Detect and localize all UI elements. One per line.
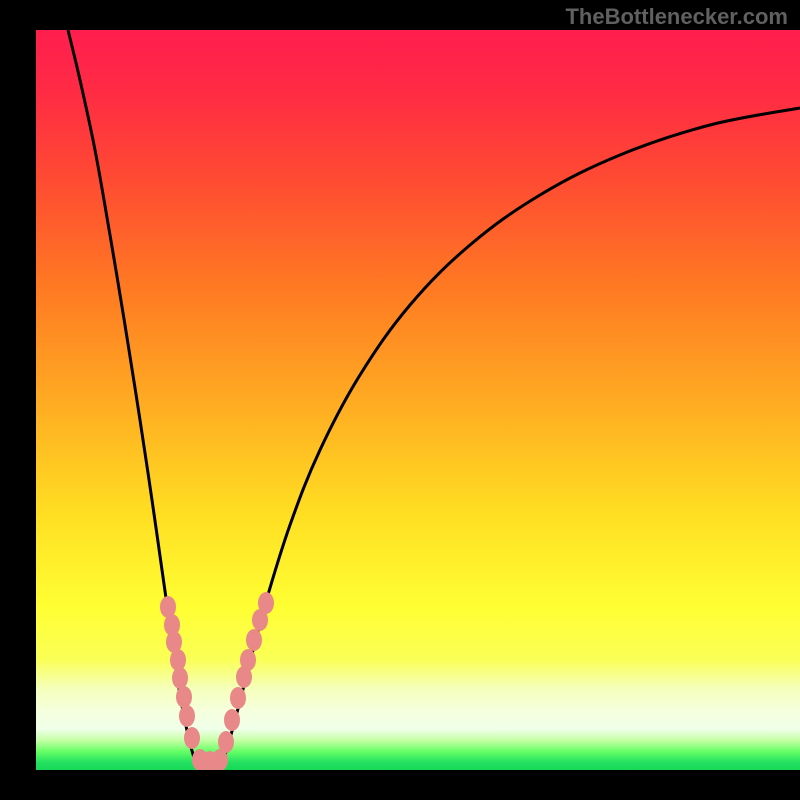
data-marker (218, 731, 234, 753)
data-marker (179, 705, 195, 727)
bottleneck-chart: TheBottlenecker.com (0, 0, 800, 800)
data-marker (230, 687, 246, 709)
data-marker (246, 629, 262, 651)
data-marker (172, 667, 188, 689)
data-marker (258, 592, 274, 614)
attribution-label: TheBottlenecker.com (565, 4, 788, 30)
data-marker (176, 686, 192, 708)
data-marker (184, 727, 200, 749)
data-marker (240, 649, 256, 671)
chart-border-left (0, 0, 36, 800)
data-marker (224, 709, 240, 731)
gradient-background (36, 30, 800, 770)
chart-border-bottom (0, 770, 800, 800)
chart-svg (0, 0, 800, 800)
